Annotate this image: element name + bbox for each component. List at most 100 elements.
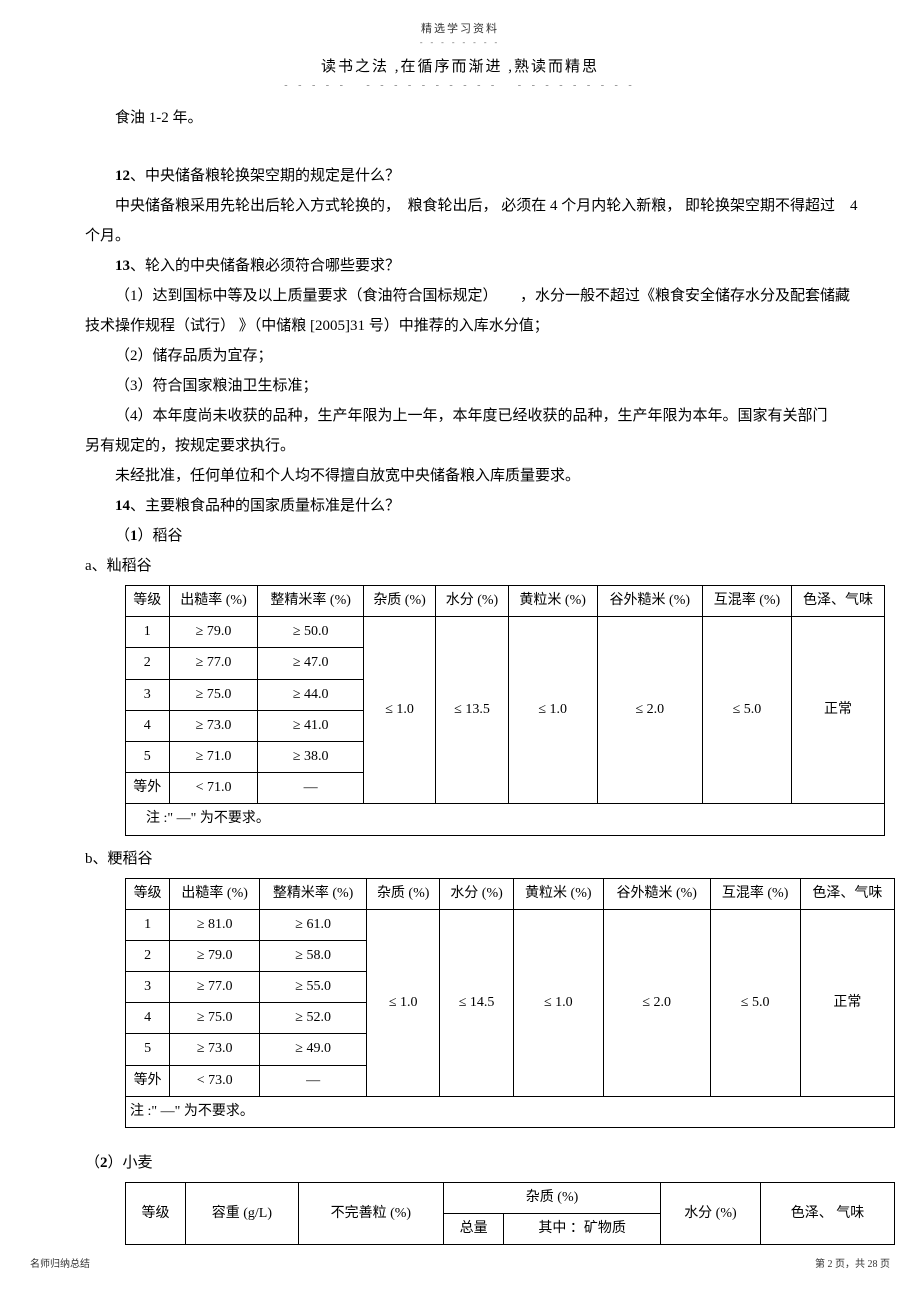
table-header: 出糙率 (%) bbox=[169, 586, 258, 617]
table-cell: 等外 bbox=[126, 773, 170, 804]
paragraph-text: （2）小麦 bbox=[85, 1148, 860, 1178]
table-cell: 4 bbox=[126, 710, 170, 741]
table-cell: 正常 bbox=[800, 909, 894, 1096]
table-header: 杂质 (%) bbox=[363, 586, 435, 617]
table-header: 色泽、 气味 bbox=[760, 1183, 894, 1245]
table-cell: ≥ 50.0 bbox=[258, 617, 363, 648]
table-row: 1 ≥ 79.0 ≥ 50.0 ≤ 1.0 ≤ 13.5 ≤ 1.0 ≤ 2.0… bbox=[126, 617, 885, 648]
table-note-row: 注 :" —" 为不要求。 bbox=[126, 804, 885, 835]
table-cell: ≥ 73.0 bbox=[170, 1034, 260, 1065]
table-cell: ≥ 71.0 bbox=[169, 741, 258, 772]
question-title: 12、中央储备粮轮换架空期的规定是什么？ bbox=[85, 161, 860, 191]
table-header: 整精米率 (%) bbox=[258, 586, 363, 617]
question-title: 14、主要粮食品种的国家质量标准是什么？ bbox=[85, 491, 860, 521]
paragraph-text: （2）储存品质为宜存； bbox=[85, 341, 860, 371]
table-cell: ≥ 77.0 bbox=[170, 972, 260, 1003]
table-cell: < 73.0 bbox=[170, 1065, 260, 1096]
paragraph-text: 个月。 bbox=[85, 221, 860, 251]
table-header: 等级 bbox=[126, 586, 170, 617]
paragraph-text: 技术操作规程（试行） 》（中储粮 [2005]31 号）中推荐的入库水分值； bbox=[85, 311, 860, 341]
table-cell: ≥ 81.0 bbox=[170, 909, 260, 940]
table-cell: < 71.0 bbox=[169, 773, 258, 804]
table-cell: — bbox=[260, 1065, 367, 1096]
header-dots: - - - - - - - - bbox=[60, 38, 860, 47]
table-cell: 1 bbox=[126, 909, 170, 940]
table-header: 出糙率 (%) bbox=[170, 878, 260, 909]
table-cell: ≥ 38.0 bbox=[258, 741, 363, 772]
table-cell: ≥ 75.0 bbox=[169, 679, 258, 710]
table-jingdaogu: 等级 出糙率 (%) 整精米率 (%) 杂质 (%) 水分 (%) 黄粒米 (%… bbox=[125, 878, 895, 1129]
table-label: b、粳稻谷 bbox=[85, 844, 860, 874]
table-cell: ≥ 44.0 bbox=[258, 679, 363, 710]
table-cell: ≥ 79.0 bbox=[169, 617, 258, 648]
table-header: 等级 bbox=[126, 1183, 186, 1245]
paragraph-text: 食油 1-2 年。 bbox=[85, 103, 860, 133]
table-header: 其中 ：矿物质 bbox=[504, 1214, 661, 1245]
table-note: 注 :" —" 为不要求。 bbox=[126, 804, 885, 835]
table-header: 互混率 (%) bbox=[710, 878, 800, 909]
table-cell: ≤ 1.0 bbox=[508, 617, 597, 804]
table-header-row: 等级 出糙率 (%) 整精米率 (%) 杂质 (%) 水分 (%) 黄粒米 (%… bbox=[126, 586, 885, 617]
table-header: 谷外糙米 (%) bbox=[603, 878, 710, 909]
paragraph-text: （3）符合国家粮油卫生标准； bbox=[85, 371, 860, 401]
table-cell: 正常 bbox=[791, 617, 884, 804]
footer-left: 名师归纳总结 bbox=[30, 1255, 90, 1270]
table-header: 黄粒米 (%) bbox=[508, 586, 597, 617]
header-motto-underline: - - - - - - - - - - - - - - - - - - - - … bbox=[60, 80, 860, 91]
table-header: 水分 (%) bbox=[660, 1183, 760, 1245]
table-header: 总量 bbox=[444, 1214, 504, 1245]
table-header: 谷外糙米 (%) bbox=[597, 586, 702, 617]
table-row: 1 ≥ 81.0 ≥ 61.0 ≤ 1.0 ≤ 14.5 ≤ 1.0 ≤ 2.0… bbox=[126, 909, 895, 940]
paragraph-text: （4）本年度尚未收获的品种，生产年限为上一年，本年度已经收获的品种，生产年限为本… bbox=[85, 401, 860, 431]
table-cell: ≥ 41.0 bbox=[258, 710, 363, 741]
table-header: 色泽、气味 bbox=[791, 586, 884, 617]
table-header: 水分 (%) bbox=[436, 586, 508, 617]
table-cell: ≥ 55.0 bbox=[260, 972, 367, 1003]
table-cell: ≤ 1.0 bbox=[513, 909, 603, 1096]
table-cell: ≥ 61.0 bbox=[260, 909, 367, 940]
header-top-label: 精选学习资料 bbox=[60, 20, 860, 36]
document-content: 食油 1-2 年。 12、中央储备粮轮换架空期的规定是什么？ 中央储备粮采用先轮… bbox=[60, 103, 860, 1245]
table-cell: ≤ 1.0 bbox=[363, 617, 435, 804]
table-cell: ≥ 73.0 bbox=[169, 710, 258, 741]
table-header: 杂质 (%) bbox=[367, 878, 440, 909]
paragraph-text: 未经批准，任何单位和个人均不得擅自放宽中央储备粮入库质量要求。 bbox=[85, 461, 860, 491]
table-header: 黄粒米 (%) bbox=[513, 878, 603, 909]
table-header: 不完善粒 (%) bbox=[298, 1183, 443, 1245]
table-note: 注 :" —" 为不要求。 bbox=[126, 1096, 895, 1127]
table-cell: 2 bbox=[126, 940, 170, 971]
table-cell: ≥ 75.0 bbox=[170, 1003, 260, 1034]
table-cell: ≥ 77.0 bbox=[169, 648, 258, 679]
table-header-row: 等级 容重 (g/L) 不完善粒 (%) 杂质 (%) 水分 (%) 色泽、 气… bbox=[126, 1183, 895, 1214]
table-cell: ≤ 13.5 bbox=[436, 617, 508, 804]
paragraph-text: （1）稻谷 bbox=[85, 521, 860, 551]
table-header: 水分 (%) bbox=[440, 878, 513, 909]
table-cell: 1 bbox=[126, 617, 170, 648]
table-cell: ≤ 2.0 bbox=[597, 617, 702, 804]
table-header: 色泽、气味 bbox=[800, 878, 894, 909]
table-header: 杂质 (%) bbox=[444, 1183, 661, 1214]
table-cell: ≥ 58.0 bbox=[260, 940, 367, 971]
table-cell: ≥ 47.0 bbox=[258, 648, 363, 679]
table-header: 互混率 (%) bbox=[703, 586, 792, 617]
table-cell: 3 bbox=[126, 972, 170, 1003]
page-footer: 名师归纳总结 第 2 页，共 28 页 bbox=[30, 1255, 890, 1270]
table-cell: 5 bbox=[126, 741, 170, 772]
table-cell: 5 bbox=[126, 1034, 170, 1065]
table-header: 等级 bbox=[126, 878, 170, 909]
table-cell: ≥ 49.0 bbox=[260, 1034, 367, 1065]
table-cell: ≥ 79.0 bbox=[170, 940, 260, 971]
table-cell: 等外 bbox=[126, 1065, 170, 1096]
table-cell: 3 bbox=[126, 679, 170, 710]
paragraph-text: 中央储备粮采用先轮出后轮入方式轮换的， 粮食轮出后， 必须在 4 个月内轮入新粮… bbox=[85, 191, 860, 221]
table-cell: ≤ 1.0 bbox=[367, 909, 440, 1096]
table-cell: ≥ 52.0 bbox=[260, 1003, 367, 1034]
footer-right: 第 2 页，共 28 页 bbox=[815, 1255, 890, 1270]
table-xiandaogu: 等级 出糙率 (%) 整精米率 (%) 杂质 (%) 水分 (%) 黄粒米 (%… bbox=[125, 585, 885, 836]
question-title: 13、轮入的中央储备粮必须符合哪些要求？ bbox=[85, 251, 860, 281]
header-motto: 读书之法 ,在循序而渐进 ,熟读而精思 bbox=[60, 55, 860, 76]
table-note-row: 注 :" —" 为不要求。 bbox=[126, 1096, 895, 1127]
table-cell: — bbox=[258, 773, 363, 804]
table-cell: 2 bbox=[126, 648, 170, 679]
table-header: 容重 (g/L) bbox=[186, 1183, 299, 1245]
